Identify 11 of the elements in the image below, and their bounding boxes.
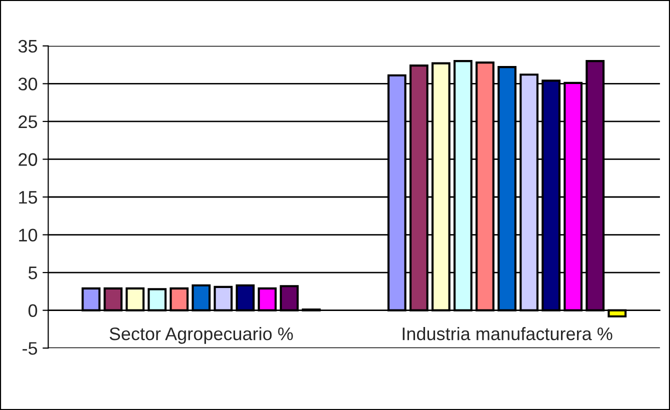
y-tick-label: 10 [19,228,38,242]
y-tick-label: 15 [19,191,38,204]
y-tick-label: 20 [18,153,38,166]
y-tick-label: -5 [22,342,38,355]
y-tick-label: 35 [18,40,38,53]
y-tick-label: 5 [28,266,38,280]
x-tick-label: Industria manufacturera % [402,326,612,340]
y-tick-label: 30 [18,78,38,90]
y-tick-label: 25 [18,115,38,128]
y-tick-label: 0 [28,304,38,318]
x-tick-label: Sector Agropecuario % [110,326,293,344]
